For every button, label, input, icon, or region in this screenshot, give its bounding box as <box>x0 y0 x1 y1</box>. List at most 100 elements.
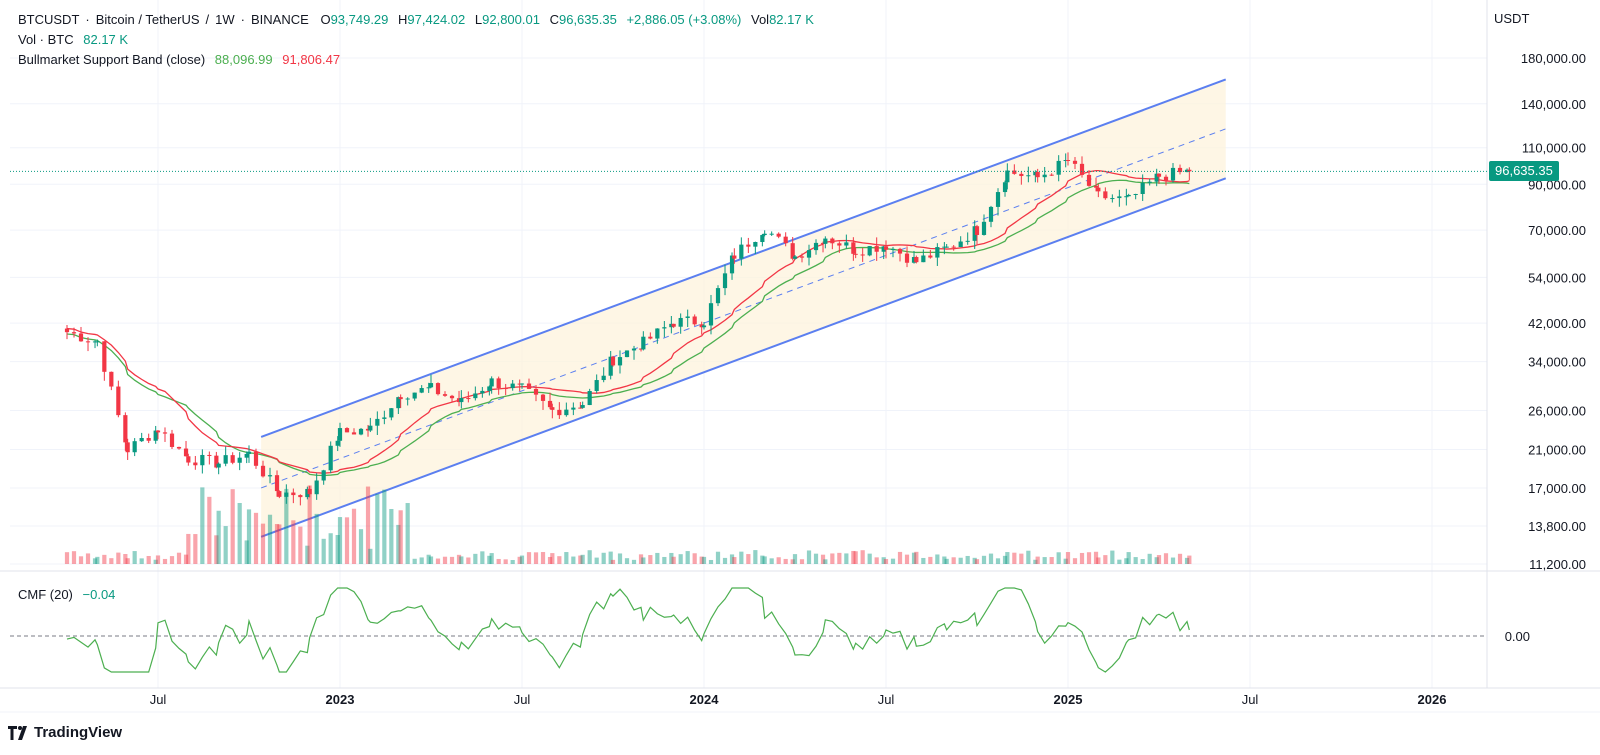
volume-bar <box>307 485 312 564</box>
volume-bar <box>519 555 525 564</box>
volume-indicator-value: 82.17 K <box>83 32 129 47</box>
candle-body <box>914 257 919 263</box>
volume-bar <box>823 559 828 564</box>
cmf-legend[interactable]: CMF (20) −0.04 <box>18 587 121 603</box>
candle-body <box>669 323 674 328</box>
volume-bar <box>193 534 198 564</box>
currency-button[interactable]: USDT <box>1494 11 1530 26</box>
volume-bar <box>459 556 464 564</box>
bull-band-value-ema: 91,806.47 <box>282 52 341 67</box>
candle-body <box>571 407 576 410</box>
volume-bar <box>965 555 970 564</box>
candle-body <box>799 256 805 258</box>
candle-body <box>396 397 401 409</box>
volume-legend[interactable]: Vol · BTC 82.17 K <box>18 32 134 48</box>
candle-body <box>790 243 795 259</box>
candle-body <box>594 380 599 392</box>
volume-bar <box>972 557 977 564</box>
candle-body <box>715 288 721 304</box>
volume-bar <box>155 555 161 564</box>
candle-body <box>237 457 242 463</box>
candle-body <box>139 437 144 442</box>
channel-fill <box>261 79 1226 537</box>
symbol-legend[interactable]: BTCUSDT · Bitcoin / TetherUS/1W · BINANCE O9… <box>18 12 826 28</box>
candle-body <box>981 221 987 235</box>
volume-bar <box>995 558 1001 564</box>
candle-body <box>95 341 100 343</box>
candle-body <box>176 446 182 449</box>
price-tick-label: 42,000.00 <box>1528 316 1586 331</box>
bull-band-value-sma: 88,096.99 <box>214 52 273 67</box>
volume-bar <box>419 557 424 564</box>
volume-bar <box>594 557 599 564</box>
candle-body <box>487 386 492 391</box>
candle-body <box>459 398 464 403</box>
candle-body <box>116 386 121 416</box>
candle-body <box>466 398 471 400</box>
candle-body <box>624 350 630 358</box>
volume-bar <box>974 559 980 564</box>
volume-bar <box>739 551 744 564</box>
candle-body <box>398 397 403 400</box>
volume-bar <box>503 559 508 564</box>
price-tick-label: 180,000.00 <box>1521 51 1586 66</box>
volume-bar <box>260 523 266 564</box>
volume-bar <box>1184 557 1190 564</box>
candle-body <box>183 448 189 457</box>
symbol-name[interactable]: BTCUSDT <box>18 12 80 27</box>
candle-body <box>1056 160 1061 175</box>
bull-band-legend[interactable]: Bullmarket Support Band (close) 88,096.9… <box>18 52 346 68</box>
candle-body <box>435 383 441 395</box>
candle-body <box>358 428 364 435</box>
candle-body <box>1187 169 1192 172</box>
tradingview-icon <box>8 725 27 740</box>
candle-body <box>783 236 788 244</box>
candle-body <box>1184 169 1190 173</box>
volume-bar <box>176 552 182 564</box>
price-tick-label: 90,000.00 <box>1528 177 1586 192</box>
volume-bar <box>813 553 819 564</box>
volume-bar <box>230 489 235 564</box>
volume-bar <box>951 557 956 564</box>
candle-body <box>85 341 91 343</box>
volume-bar <box>792 554 798 564</box>
exchange-label: BINANCE <box>251 12 309 27</box>
candle-body <box>1156 173 1162 177</box>
candle-body <box>890 248 896 250</box>
candle-body <box>64 328 70 333</box>
volume-bar <box>1103 555 1108 564</box>
time-tick-label: 2024 <box>690 692 720 707</box>
volume-bar <box>449 556 455 564</box>
volume-bar <box>624 558 630 564</box>
candle-body <box>732 255 737 259</box>
volume-bar <box>200 487 205 564</box>
volume-bar <box>1049 557 1054 564</box>
candle-body <box>489 378 494 387</box>
tradingview-logo[interactable]: TradingView <box>8 724 122 741</box>
candle-body <box>608 356 613 376</box>
interval-label[interactable]: 1W <box>215 12 235 27</box>
candle-body <box>200 454 205 466</box>
price-tick-label: 13,800.00 <box>1528 519 1586 534</box>
volume-bar <box>214 535 219 564</box>
price-tick-label: 34,000.00 <box>1528 355 1586 370</box>
price-tick-label: 11,200.00 <box>1529 557 1586 572</box>
candle-body <box>230 455 235 463</box>
candle-body <box>155 430 161 433</box>
volume-bar <box>844 553 849 564</box>
volume-bar <box>655 552 660 564</box>
candle-body <box>641 336 646 350</box>
open-value: 93,749.29 <box>330 12 389 27</box>
candle-body <box>844 242 849 246</box>
volume-bar <box>95 556 100 564</box>
volume-bar <box>1117 559 1122 564</box>
candle-body <box>942 246 947 248</box>
volume-bar <box>435 558 441 564</box>
candle-body <box>92 341 98 343</box>
volume-bar <box>722 557 728 564</box>
volume-bar <box>358 529 364 564</box>
candle-body <box>860 254 865 256</box>
volume-bar <box>708 559 714 564</box>
band-ema-line <box>66 169 1190 474</box>
